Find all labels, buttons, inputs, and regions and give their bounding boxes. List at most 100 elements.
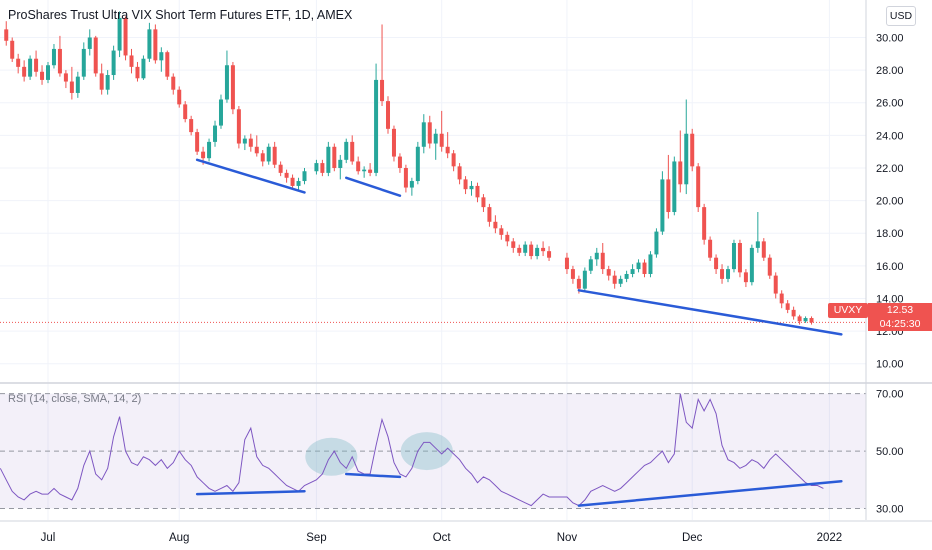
candle-body	[463, 179, 468, 190]
candle-body	[362, 169, 367, 172]
candle-body	[505, 234, 510, 242]
candle-body	[135, 66, 140, 79]
candle-body	[600, 252, 605, 270]
candle-body	[177, 89, 182, 105]
candle-body	[731, 243, 736, 270]
candle-body	[541, 247, 546, 252]
candle-body	[547, 251, 552, 258]
rsi-tick-label: 30.00	[876, 504, 904, 516]
candle-body	[201, 151, 206, 159]
candle-body	[809, 318, 814, 323]
candle-body	[714, 257, 719, 270]
candle-body	[81, 48, 86, 77]
candle-body	[248, 138, 253, 147]
candle-body	[272, 146, 277, 165]
candle-body	[165, 52, 170, 77]
candle-body	[10, 40, 15, 59]
time-tick-label: Jul	[41, 532, 56, 544]
candle-body	[487, 207, 492, 222]
candle-body	[183, 104, 188, 120]
candle-body	[207, 141, 212, 159]
candle-body	[40, 71, 45, 80]
candle-body	[475, 185, 480, 198]
currency-button[interactable]: USD	[886, 6, 916, 26]
time-tick-label: Aug	[169, 532, 189, 544]
rsi-indicator-label[interactable]: RSI (14, close, SMA, 14, 2)	[8, 393, 142, 405]
candle-body	[606, 269, 611, 276]
time-tick-label: Nov	[557, 532, 578, 544]
candle-body	[708, 239, 713, 258]
candle-body	[564, 257, 569, 270]
candle-body	[254, 146, 259, 154]
candle-body	[284, 172, 289, 178]
candle-body	[195, 132, 200, 152]
candle-body	[147, 29, 152, 59]
candle-body	[457, 166, 462, 180]
candle-body	[236, 109, 241, 144]
candle-body	[46, 65, 50, 80]
candle-body	[445, 146, 450, 154]
candle-body	[374, 79, 379, 173]
price-tick-label: 14.00	[876, 293, 904, 305]
candle-body	[666, 179, 671, 213]
bar-countdown: 04:25:30	[879, 318, 921, 330]
candle-body	[499, 228, 504, 235]
candle-body	[224, 65, 229, 100]
candle-body	[720, 269, 725, 279]
candle-body	[797, 316, 802, 322]
price-axis[interactable]: 10.0012.0014.0016.0018.0020.0022.0024.00…	[865, 0, 904, 520]
candle-body	[415, 146, 420, 182]
candle-body	[755, 241, 760, 248]
rsi-tick-label: 70.00	[876, 389, 904, 401]
candle-body	[344, 141, 349, 160]
candle-body	[427, 122, 432, 144]
candle-body	[123, 17, 128, 56]
candle-body	[189, 119, 194, 133]
candle-body	[332, 146, 337, 168]
candle-body	[105, 75, 110, 90]
price-tick-label: 24.00	[876, 130, 904, 142]
rsi-trend-line	[577, 479, 843, 507]
candle-body	[129, 55, 134, 67]
price-tick-label: 16.00	[876, 261, 904, 273]
candle-body	[260, 153, 265, 162]
price-trend-line	[577, 289, 843, 336]
candle-body	[34, 58, 39, 72]
candle-body	[690, 133, 695, 167]
candle-body	[391, 128, 396, 157]
candle-body	[684, 133, 689, 185]
candle-body	[403, 167, 408, 188]
chart-title: ProShares Trust Ultra VIX Short Term Fut…	[8, 8, 353, 22]
candle-body	[433, 133, 438, 144]
candle-body	[99, 73, 104, 90]
candle-body	[93, 37, 98, 74]
candle-body	[57, 48, 62, 74]
candle-body	[493, 221, 498, 229]
last-price-box: 12.53 04:25:30	[868, 303, 932, 331]
rsi-line	[0, 393, 824, 507]
price-tick-label: 22.00	[876, 163, 904, 175]
candle-body	[242, 138, 247, 144]
candle-body	[672, 161, 677, 213]
candle-body	[213, 125, 218, 142]
price-tick-label: 28.00	[876, 65, 904, 77]
candle-body	[654, 231, 659, 255]
candles	[4, 11, 814, 325]
last-price-value: 12.53	[886, 304, 914, 316]
time-axis[interactable]: Jul Aug Sep Oct Nov Dec 2022	[0, 520, 932, 544]
candle-body	[570, 269, 575, 279]
candle-body	[636, 262, 641, 270]
candle-body	[624, 273, 629, 279]
candle-body	[791, 309, 796, 317]
candle-body	[773, 275, 778, 294]
candle-body	[779, 293, 784, 304]
candle-body	[356, 161, 361, 172]
candle-body	[296, 181, 301, 186]
candle-body	[737, 243, 742, 273]
candle-body	[117, 17, 122, 51]
candle-body	[576, 278, 581, 289]
time-tick-label: Oct	[433, 532, 452, 544]
candle-body	[278, 164, 283, 173]
candle-body	[726, 269, 731, 279]
